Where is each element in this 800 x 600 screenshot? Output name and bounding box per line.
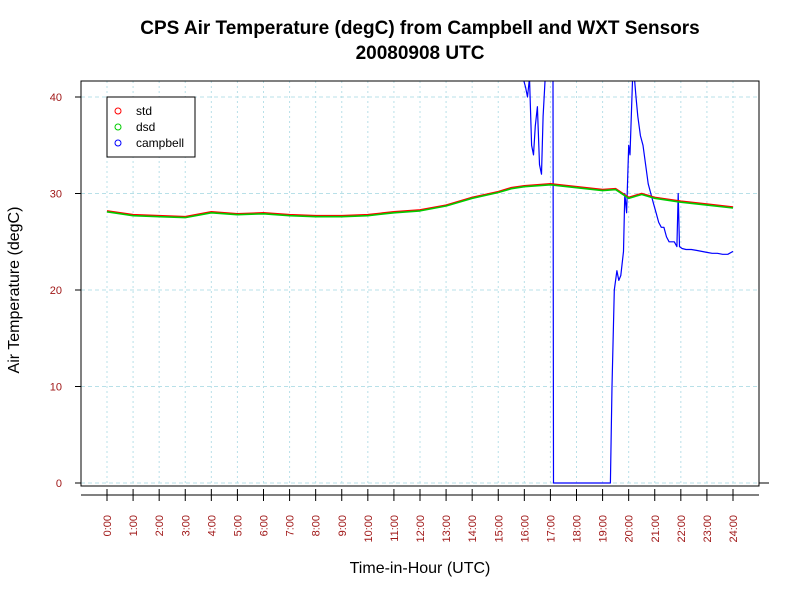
chart-title: CPS Air Temperature (degC) from Campbell… — [140, 18, 700, 39]
x-tick-label: 19:00 — [598, 515, 610, 543]
x-tick-label: 17:00 — [545, 515, 557, 543]
x-tick-label: 2:00 — [154, 515, 166, 536]
x-tick-label: 0:00 — [102, 515, 114, 536]
x-tick-label: 22:00 — [676, 515, 688, 543]
y-tick-label: 30 — [50, 189, 62, 201]
x-tick-label: 6:00 — [259, 515, 271, 536]
x-axis-label: Time-in-Hour (UTC) — [349, 560, 491, 577]
x-tick-label: 23:00 — [702, 515, 714, 543]
x-tick-label: 20:00 — [624, 515, 636, 543]
y-tick-label: 0 — [56, 478, 62, 490]
legend-label-std: std — [136, 104, 152, 118]
legend-marker-campbell — [114, 139, 122, 147]
legend-label-campbell: campbell — [136, 136, 184, 150]
series-dsd-line — [106, 184, 734, 219]
x-tick-label: 5:00 — [232, 515, 244, 536]
legend-box — [106, 96, 196, 158]
x-tick-label: 8:00 — [311, 515, 323, 536]
y-tick-label: 10 — [50, 382, 62, 394]
x-tick-label: 12:00 — [415, 515, 427, 543]
series-campbell-line — [523, 81, 734, 484]
x-tick-label: 7:00 — [285, 515, 297, 536]
x-tick-label: 3:00 — [180, 515, 192, 536]
x-tick-label: 24:00 — [728, 515, 740, 543]
x-tick-label: 16:00 — [519, 515, 531, 543]
x-tick-label: 13:00 — [441, 515, 453, 543]
y-axis: 0 10 20 30 40 — [50, 92, 769, 490]
legend-marker-std — [114, 107, 122, 115]
x-tick-label: 18:00 — [572, 515, 584, 543]
plot-frame — [80, 80, 760, 487]
series-std-line — [106, 183, 734, 218]
y-tick-label: 40 — [50, 92, 62, 104]
legend-label-dsd: dsd — [136, 120, 155, 134]
chart-subtitle: 20080908 UTC — [355, 43, 485, 64]
legend: std dsd campbell — [106, 96, 196, 158]
x-tick-label: 9:00 — [337, 515, 349, 536]
legend-marker-dsd — [114, 123, 122, 131]
x-axis: 0:00 1:00 2:00 3:00 4:00 5:00 6:00 7:00 8:00 9:00… — [81, 489, 759, 543]
series-group — [106, 81, 734, 484]
y-tick-label: 20 — [50, 285, 62, 297]
x-tick-label: 15:00 — [493, 515, 505, 543]
x-tick-label: 1:00 — [128, 515, 140, 536]
x-tick-label: 4:00 — [206, 515, 218, 536]
x-tick-label: 10:00 — [363, 515, 375, 543]
x-tick-label: 14:00 — [467, 515, 479, 543]
x-tick-label: 21:00 — [650, 515, 662, 543]
x-tick-label: 11:00 — [389, 515, 401, 542]
